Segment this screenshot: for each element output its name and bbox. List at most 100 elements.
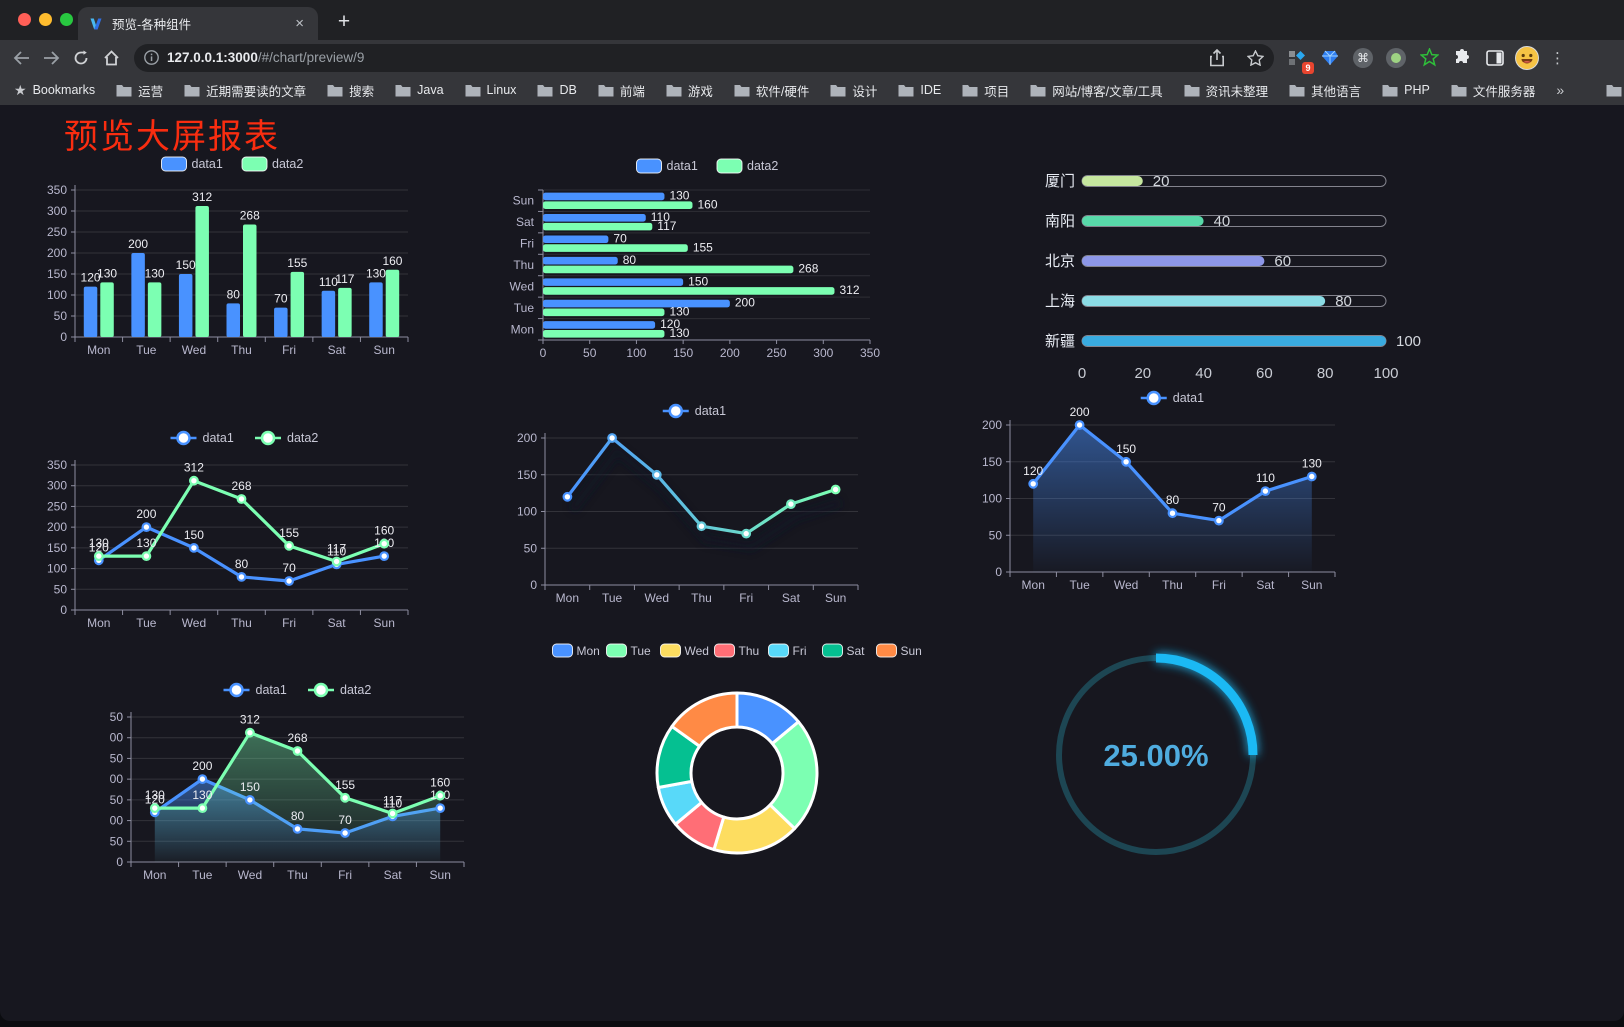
window-controls[interactable]: [18, 13, 73, 26]
bookmark-star-icon[interactable]: [1247, 49, 1264, 66]
chart-two-line[interactable]: data1 data2 0 50 100 150 200 250 300 350 Mon Tue Wed…: [45, 423, 445, 646]
chart-area-line[interactable]: data1 0 50 100 150 200 Mon Tue Wed Thu Fri Sat Sun 12…: [975, 388, 1345, 611]
folder-icon: [898, 84, 914, 96]
bookmark-folder[interactable]: 资讯未整理: [1184, 81, 1268, 100]
legend-item[interactable]: data1: [223, 682, 287, 698]
bookmark-folder[interactable]: 近期需要读的文章: [184, 81, 306, 100]
profile-avatar[interactable]: [1515, 45, 1539, 70]
legend-item[interactable]: data2: [255, 430, 318, 446]
minimize-window-button[interactable]: [39, 13, 52, 26]
bookmark-folder[interactable]: DB: [537, 83, 577, 97]
svg-text:Fri: Fri: [520, 237, 534, 251]
tab-close-icon[interactable]: ×: [295, 15, 304, 32]
svg-text:50: 50: [524, 541, 538, 555]
chart-percent-gauge[interactable]: 25.00%: [1040, 638, 1275, 878]
tab-title: 预览-各种组件: [112, 18, 192, 32]
sidepanel-icon[interactable]: [1482, 45, 1508, 71]
chart-week-donut[interactable]: Mon Tue Wed Thu Fri Sat Sun: [545, 633, 930, 878]
bookmark-folder[interactable]: 游戏: [666, 81, 713, 100]
puzzle-extensions-icon[interactable]: [1449, 45, 1475, 71]
svg-text:120: 120: [1023, 464, 1043, 478]
zoom-window-button[interactable]: [60, 13, 73, 26]
svg-text:新疆: 新疆: [1045, 333, 1075, 350]
folder-icon: [1382, 84, 1398, 96]
legend-item[interactable]: Thu: [714, 643, 760, 658]
bookmark-folder[interactable]: 文件服务器: [1451, 81, 1535, 100]
legend-item[interactable]: Sun: [876, 643, 922, 658]
chart-gradient-line[interactable]: data1 0 50 100 150 200 Mon Tue Wed Thu Fri Sat Sun: [505, 398, 895, 621]
chart-grouped-bar-horizontal[interactable]: data1 data2 0 50 100 150 200 250 300 350 Sun 130 160…: [505, 148, 895, 371]
svg-text:Tue: Tue: [631, 644, 652, 658]
legend-item[interactable]: data1: [161, 156, 223, 172]
svg-text:data2: data2: [747, 159, 778, 173]
svg-text:130: 130: [145, 266, 165, 280]
browser-tab[interactable]: 预览-各种组件 ×: [78, 7, 318, 40]
record-extension-icon[interactable]: [1383, 45, 1409, 71]
legend-item[interactable]: data1: [636, 158, 698, 174]
bookmark-folder[interactable]: 前端: [598, 81, 645, 100]
legend-item[interactable]: data2: [716, 158, 778, 174]
svg-text:155: 155: [335, 778, 355, 792]
legend-item[interactable]: data1: [1140, 390, 1204, 406]
reload-icon[interactable]: [66, 44, 96, 72]
bookmark-folder[interactable]: PHP: [1382, 83, 1430, 97]
bookmark-folder[interactable]: 运营: [116, 81, 163, 100]
bookmark-folder[interactable]: 软件/硬件: [734, 81, 809, 100]
legend-item[interactable]: Wed: [660, 643, 709, 658]
share-icon[interactable]: [1209, 48, 1225, 67]
svg-text:150: 150: [982, 455, 1002, 469]
folder-icon: [1451, 84, 1467, 96]
svg-text:100: 100: [1373, 365, 1398, 382]
legend-item[interactable]: Fri: [768, 643, 807, 658]
chart-city-progress[interactable]: 厦门 20 南阳 40 北京 60 上海 80 新疆 100 0 20 40 60 80 100: [1000, 148, 1430, 393]
bookmark-folder[interactable]: Java: [395, 83, 444, 97]
svg-text:130: 130: [136, 536, 156, 550]
home-icon[interactable]: [96, 44, 126, 72]
browser-menu-icon[interactable]: ⋮: [1550, 49, 1565, 67]
back-icon[interactable]: [6, 44, 36, 72]
bookmarks-overflow-chevron[interactable]: »: [1556, 82, 1565, 98]
legend-item[interactable]: Mon: [552, 643, 600, 658]
svg-text:110: 110: [1256, 471, 1275, 485]
svg-text:Sat: Sat: [328, 343, 347, 357]
bookmark-folder[interactable]: Linux: [465, 83, 516, 97]
bookmark-folder[interactable]: 搜索: [327, 81, 374, 100]
legend-item[interactable]: Tue: [606, 643, 652, 658]
svg-text:130: 130: [89, 536, 109, 550]
legend-item[interactable]: data1: [170, 430, 234, 446]
svg-text:上海: 上海: [1045, 293, 1075, 310]
chart-two-area-line[interactable]: data1 data2 0 50 100 150 200 250 300 350 Mon Tue Wed…: [103, 675, 480, 894]
gem-extension-icon[interactable]: [1317, 45, 1343, 71]
dashboard-page: 预览大屏报表 data1 data2 0 50 100 150 200 250 300 350 Mo…: [0, 105, 1624, 1021]
svg-text:Mon: Mon: [556, 591, 579, 605]
svg-text:130: 130: [366, 266, 386, 280]
other-bookmarks-folder[interactable]: 其他书签: [1606, 81, 1624, 100]
chart-grouped-bar[interactable]: data1 data2 0 50 100 150 200 250 300 350 Mon Tue Wed…: [45, 148, 445, 371]
site-info-icon[interactable]: [144, 50, 159, 65]
close-window-button[interactable]: [18, 13, 31, 26]
svg-text:100: 100: [47, 562, 67, 576]
legend-item[interactable]: data1: [662, 403, 726, 419]
bookmark-folder[interactable]: 设计: [830, 81, 877, 100]
bookmark-folder[interactable]: 其他语言: [1289, 81, 1361, 100]
forward-icon[interactable]: [36, 44, 66, 72]
svg-text:0: 0: [1078, 365, 1086, 382]
bookmark-folder[interactable]: 项目: [962, 81, 1009, 100]
svg-text:Sun: Sun: [825, 591, 846, 605]
legend-item[interactable]: data2: [308, 682, 371, 698]
bookmark-folder[interactable]: IDE: [898, 83, 941, 97]
bookmarks-manager-item[interactable]: ★ Bookmarks: [14, 81, 96, 98]
command-extension-icon[interactable]: ⌘: [1350, 45, 1376, 71]
legend-item[interactable]: Sat: [822, 643, 866, 658]
svg-text:250: 250: [110, 751, 123, 765]
svg-text:155: 155: [287, 256, 307, 270]
legend-item[interactable]: data2: [241, 156, 303, 172]
extension-grid-icon[interactable]: 9: [1284, 45, 1314, 74]
svg-text:200: 200: [517, 431, 537, 445]
url-bar[interactable]: 127.0.0.1:3000/#/chart/preview/9: [134, 43, 1274, 72]
bookmark-folder[interactable]: 网站/博客/文章/工具: [1030, 81, 1163, 100]
svg-text:200: 200: [1070, 405, 1090, 419]
new-tab-button[interactable]: +: [337, 10, 351, 33]
svg-text:100: 100: [982, 492, 1002, 506]
green-star-extension-icon[interactable]: [1416, 45, 1442, 71]
